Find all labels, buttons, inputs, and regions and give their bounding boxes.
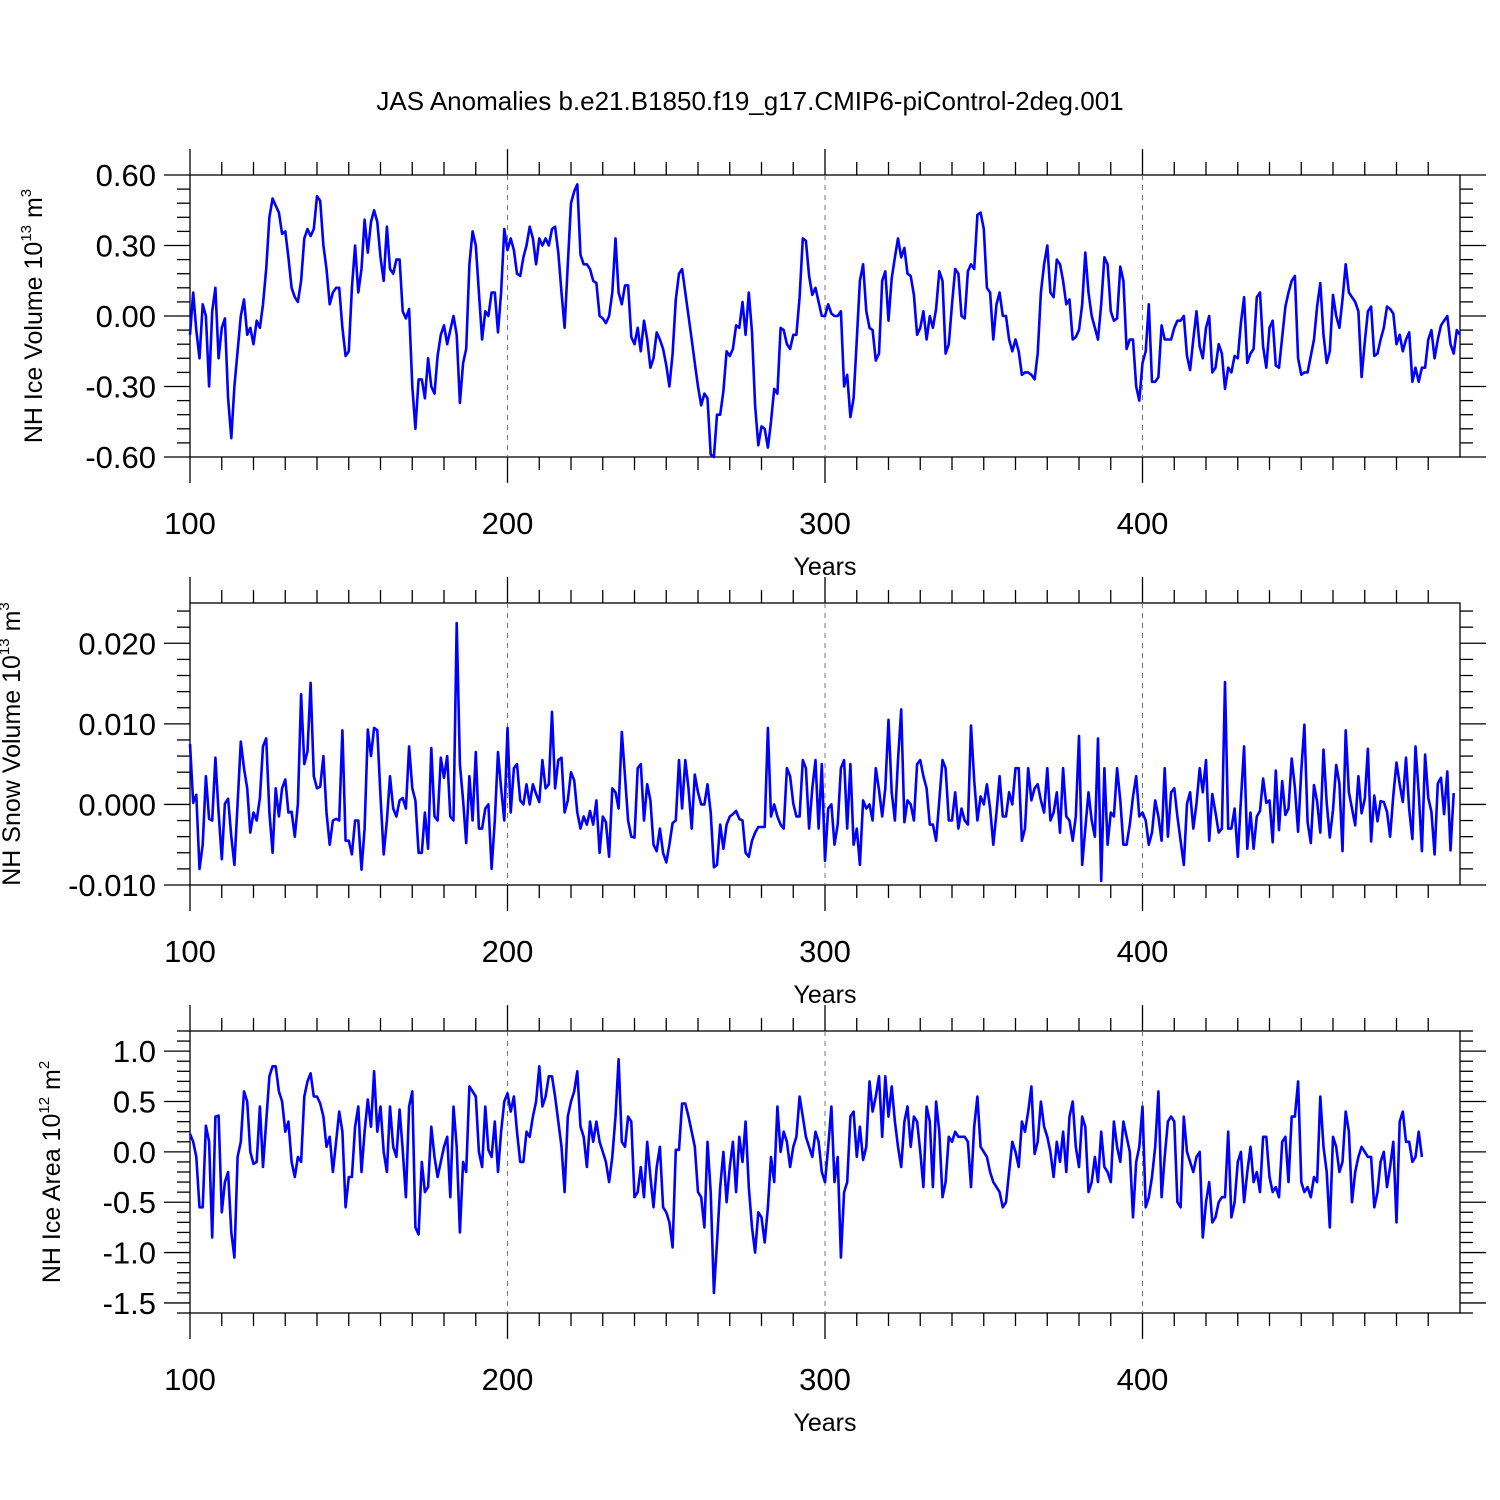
y-tick-labels: -1.5 -1.0 -0.5 0.0 0.5 1.0 (103, 1034, 156, 1321)
x-tick-label: 400 (1117, 1362, 1169, 1397)
y-axis-label: NH Ice Area 1012 m2 (36, 1061, 66, 1283)
y-axis-label: NH Snow Volume 1013 m3 (0, 602, 26, 886)
x-tick-labels: 100 200 300 400 (164, 1362, 1168, 1397)
y-tick-labels: -0.60 -0.30 0.00 0.30 0.60 (85, 158, 156, 475)
x-tick-label: 100 (164, 506, 216, 541)
axis-ticks (164, 1005, 1486, 1339)
x-tick-label: 200 (482, 506, 534, 541)
y-tick-label: 0.30 (96, 229, 156, 264)
y-tick-label: 0.5 (113, 1085, 156, 1120)
snow-volume-panel: -0.010 0.000 0.010 0.020 100 200 300 400 NH Sn… (0, 577, 1486, 1009)
ice-volume-line (188, 183, 1462, 459)
x-tick-labels: 100 200 300 400 (164, 506, 1168, 541)
x-axis-label: Years (793, 553, 856, 581)
y-tick-label: 0.020 (78, 626, 156, 661)
axis-ticks (164, 149, 1486, 483)
snow-volume-line (188, 621, 1455, 883)
ice-volume-panel: -0.60 -0.30 0.00 0.30 0.60 100 200 300 400 NH I… (18, 149, 1486, 581)
y-tick-label: -0.5 (103, 1185, 156, 1220)
ice-area-panel: -1.5 -1.0 -0.5 0.0 0.5 1.0 100 200 300 400 NH Ic… (36, 1005, 1486, 1437)
y-tick-label: 0.60 (96, 158, 156, 193)
x-tick-labels: 100 200 300 400 (164, 934, 1168, 969)
y-tick-label: 0.000 (78, 787, 156, 822)
x-tick-label: 200 (482, 934, 534, 969)
x-axis-label: Years (793, 981, 856, 1009)
y-tick-labels: -0.010 0.000 0.010 0.020 (68, 626, 156, 903)
y-tick-label: -1.0 (103, 1236, 156, 1271)
y-tick-label: -0.60 (85, 440, 156, 475)
y-tick-label: -0.30 (85, 370, 156, 405)
x-tick-label: 100 (164, 934, 216, 969)
x-tick-label: 100 (164, 1362, 216, 1397)
x-axis-label: Years (793, 1409, 856, 1437)
y-tick-label: -1.5 (103, 1286, 156, 1321)
figure-title: JAS Anomalies b.e21.B1850.f19_g17.CMIP6-… (376, 86, 1123, 116)
y-tick-label: 1.0 (113, 1034, 156, 1069)
y-tick-label: 0.0 (113, 1135, 156, 1170)
x-tick-label: 300 (799, 1362, 851, 1397)
x-tick-label: 300 (799, 506, 851, 541)
x-tick-label: 300 (799, 934, 851, 969)
y-tick-label: 0.00 (96, 299, 156, 334)
x-tick-label: 200 (482, 1362, 534, 1397)
x-tick-label: 400 (1117, 934, 1169, 969)
y-axis-label: NH Ice Volume 1013 m3 (18, 189, 48, 443)
axis-ticks (164, 577, 1486, 911)
ice-area-line (188, 1057, 1424, 1295)
x-tick-label: 400 (1117, 506, 1169, 541)
y-tick-label: 0.010 (78, 707, 156, 742)
y-tick-label: -0.010 (68, 868, 156, 903)
